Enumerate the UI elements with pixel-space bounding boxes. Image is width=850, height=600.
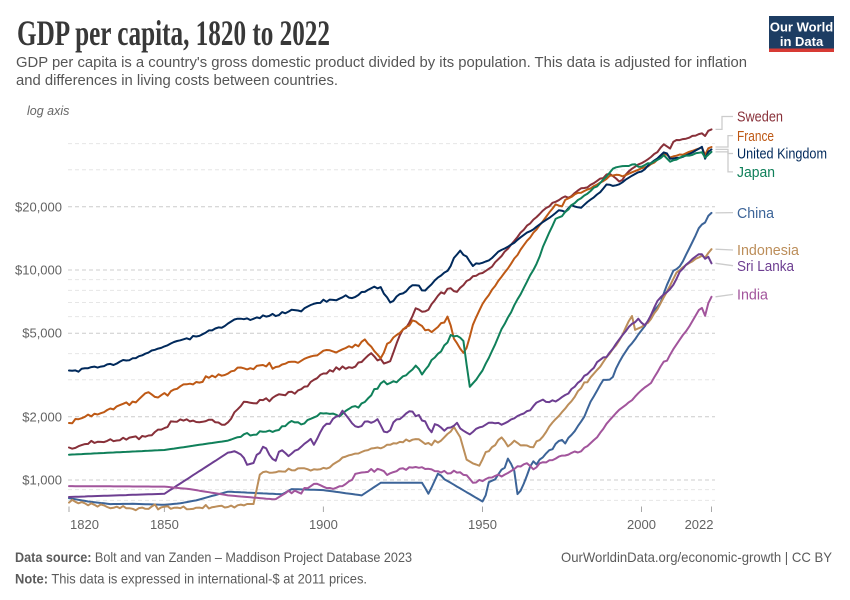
svg-text:$10,000: $10,000 [15,263,62,278]
svg-text:OurWorldinData.org/economic-gr: OurWorldinData.org/economic-growth | CC … [561,549,833,565]
svg-text:Sweden: Sweden [737,109,783,126]
svg-text:Indonesia: Indonesia [737,242,800,259]
svg-text:Sri Lanka: Sri Lanka [737,258,795,275]
svg-text:United Kingdom: United Kingdom [737,146,827,163]
svg-text:1900: 1900 [309,517,338,532]
svg-text:France: France [737,128,774,145]
svg-text:$2,000: $2,000 [22,409,62,424]
svg-text:India: India [737,287,769,304]
svg-text:China: China [737,205,775,222]
svg-text:GDP per capita is a country's: GDP per capita is a country's gross dome… [16,54,747,71]
svg-text:in Data: in Data [780,34,824,49]
svg-text:GDP per capita, 1820 to 2022: GDP per capita, 1820 to 2022 [17,13,330,53]
svg-text:2000: 2000 [627,517,656,532]
svg-text:1950: 1950 [468,517,497,532]
svg-text:1820: 1820 [70,517,99,532]
svg-text:$1,000: $1,000 [22,473,62,488]
svg-text:Note: This data is expressed i: Note: This data is expressed in internat… [15,571,367,587]
svg-text:$20,000: $20,000 [15,199,62,214]
svg-text:and differences in living cost: and differences in living costs between … [16,72,338,89]
svg-text:$5,000: $5,000 [22,326,62,341]
svg-text:2022: 2022 [685,517,714,532]
svg-text:Japan: Japan [737,164,775,181]
svg-text:log axis: log axis [27,104,69,118]
svg-text:Data source: Bolt and van Zand: Data source: Bolt and van Zanden – Maddi… [15,549,412,565]
svg-text:Our World: Our World [770,20,833,35]
svg-text:1850: 1850 [150,517,179,532]
